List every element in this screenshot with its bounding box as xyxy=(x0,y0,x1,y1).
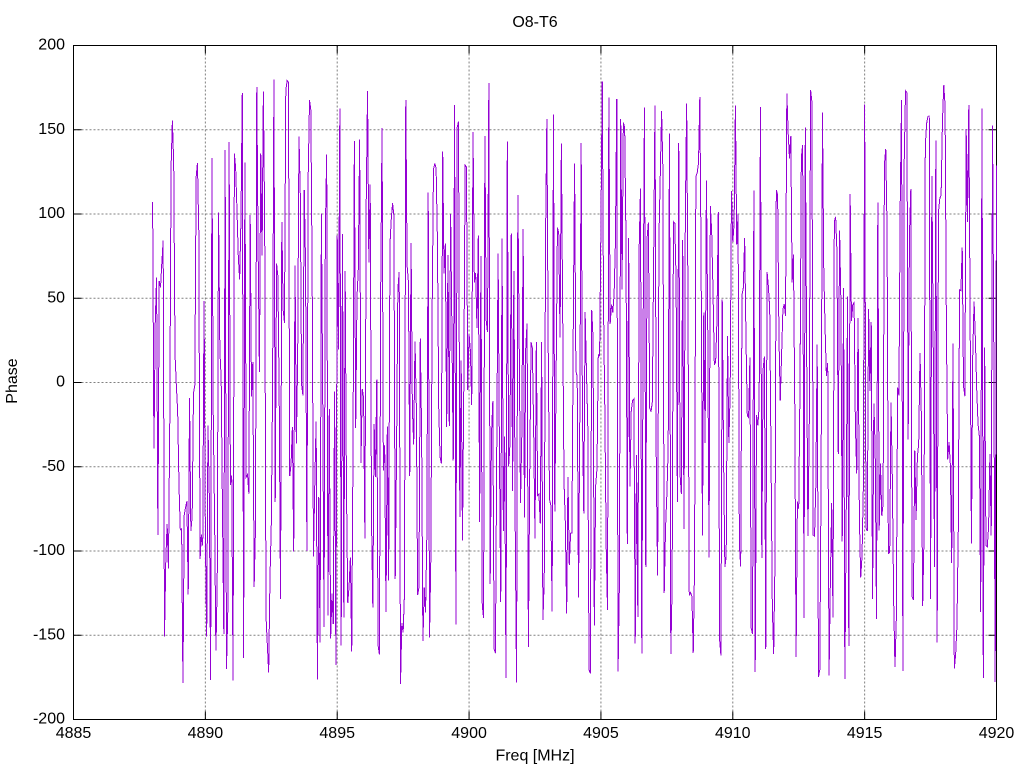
svg-text:200: 200 xyxy=(38,37,65,54)
svg-text:4885: 4885 xyxy=(56,725,92,742)
svg-text:50: 50 xyxy=(47,289,65,306)
svg-text:4890: 4890 xyxy=(188,725,224,742)
svg-text:100: 100 xyxy=(38,205,65,222)
svg-text:-100: -100 xyxy=(33,542,65,559)
svg-text:4920: 4920 xyxy=(979,725,1015,742)
svg-text:4915: 4915 xyxy=(847,725,883,742)
svg-text:150: 150 xyxy=(38,121,65,138)
svg-text:4905: 4905 xyxy=(583,725,619,742)
svg-text:-50: -50 xyxy=(42,458,65,475)
svg-text:4910: 4910 xyxy=(715,725,751,742)
svg-text:Phase: Phase xyxy=(4,358,21,403)
svg-text:-150: -150 xyxy=(33,626,65,643)
svg-text:-200: -200 xyxy=(33,711,65,728)
svg-text:Freq [MHz]: Freq [MHz] xyxy=(495,748,574,765)
svg-text:4900: 4900 xyxy=(451,725,487,742)
svg-text:O8-T6: O8-T6 xyxy=(512,14,557,31)
svg-text:4895: 4895 xyxy=(319,725,355,742)
svg-text:0: 0 xyxy=(56,374,65,391)
